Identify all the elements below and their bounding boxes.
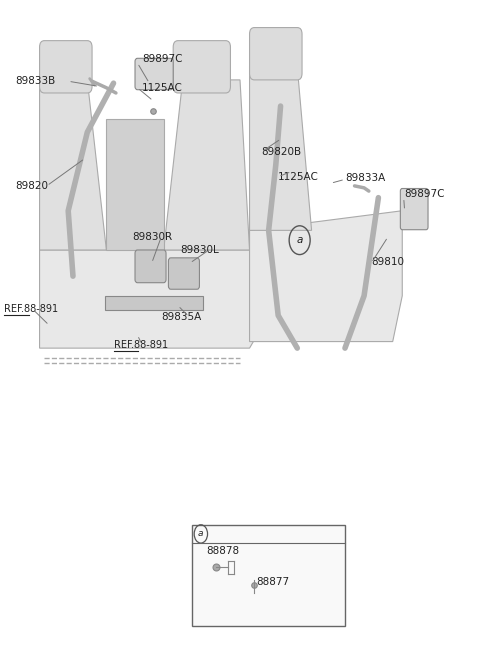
Polygon shape xyxy=(250,67,312,231)
Text: 89833B: 89833B xyxy=(16,76,56,86)
Text: 89820: 89820 xyxy=(16,181,48,191)
Text: 88878: 88878 xyxy=(206,546,240,556)
Polygon shape xyxy=(39,80,107,250)
FancyBboxPatch shape xyxy=(400,189,428,230)
Polygon shape xyxy=(164,80,250,250)
Text: REF.88-891: REF.88-891 xyxy=(4,304,58,314)
Text: 89830L: 89830L xyxy=(180,245,219,255)
Text: a: a xyxy=(297,235,303,245)
FancyBboxPatch shape xyxy=(39,41,92,93)
FancyBboxPatch shape xyxy=(250,28,302,80)
FancyBboxPatch shape xyxy=(135,250,166,283)
FancyBboxPatch shape xyxy=(168,258,199,289)
Text: 89830R: 89830R xyxy=(132,232,173,242)
Text: a: a xyxy=(198,530,204,539)
FancyBboxPatch shape xyxy=(173,41,230,93)
FancyBboxPatch shape xyxy=(135,58,173,90)
FancyBboxPatch shape xyxy=(106,296,203,310)
Text: 1125AC: 1125AC xyxy=(142,83,183,93)
Text: 89835A: 89835A xyxy=(161,311,202,322)
Polygon shape xyxy=(250,211,402,342)
Text: 89820B: 89820B xyxy=(262,147,301,157)
Text: 89833A: 89833A xyxy=(345,173,385,183)
Text: 89810: 89810 xyxy=(371,257,404,267)
Bar xyxy=(192,525,345,626)
Text: 1125AC: 1125AC xyxy=(278,171,319,182)
Polygon shape xyxy=(39,250,269,348)
Text: 89897C: 89897C xyxy=(405,189,445,199)
Text: 89897C: 89897C xyxy=(142,54,183,64)
Polygon shape xyxy=(107,119,164,250)
Text: 88877: 88877 xyxy=(257,578,290,587)
Text: REF.88-891: REF.88-891 xyxy=(114,340,168,350)
